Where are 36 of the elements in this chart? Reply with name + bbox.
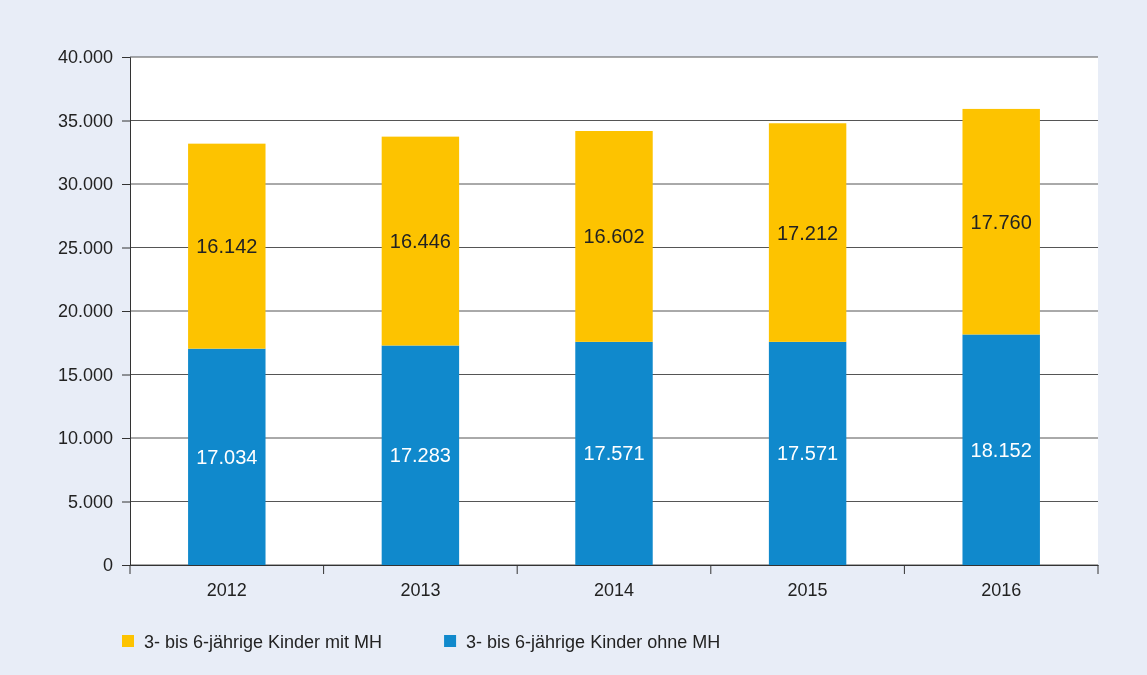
y-tick-label: 20.000 (57, 301, 113, 322)
bar (188, 348, 266, 565)
x-tick-label: 2013 (400, 579, 441, 600)
x-tick-label: 2014 (593, 579, 635, 600)
y-tick-label: 15.000 (57, 364, 113, 385)
y-tick-label: 25.000 (57, 237, 113, 258)
data-label: 17.034 (196, 445, 258, 468)
data-label: 18.152 (970, 438, 1032, 461)
y-tick-label: 10.000 (57, 428, 113, 449)
data-label: 17.760 (970, 210, 1032, 233)
bar (381, 345, 460, 565)
data-label: 17.571 (777, 442, 839, 465)
bar (575, 131, 653, 342)
y-tick-label: 5.000 (67, 491, 113, 512)
y-tick-label: 0 (102, 555, 113, 576)
bar (962, 334, 1040, 565)
legend-label: 3- bis 6-jährige Kinder ohne MH (466, 632, 721, 652)
y-tick-label: 35.000 (57, 110, 113, 131)
x-tick-label: 2012 (206, 579, 247, 600)
bar (575, 341, 653, 565)
bar (768, 341, 847, 565)
y-tick-label: 40.000 (57, 47, 113, 68)
y-tick-label: 30.000 (57, 174, 113, 195)
data-label: 17.283 (389, 444, 451, 467)
data-label: 17.571 (583, 442, 645, 465)
bar (188, 143, 266, 349)
data-label: 16.602 (583, 225, 645, 248)
bar (768, 123, 847, 342)
legend-label: 3- bis 6-jährige Kinder mit MH (144, 632, 383, 652)
bar (381, 136, 460, 346)
data-label: 16.446 (389, 230, 451, 253)
data-label: 17.212 (777, 221, 839, 244)
x-tick-label: 2016 (981, 579, 1022, 600)
data-label: 16.142 (196, 235, 258, 258)
x-tick-label: 2015 (787, 579, 828, 600)
bar (962, 108, 1040, 335)
